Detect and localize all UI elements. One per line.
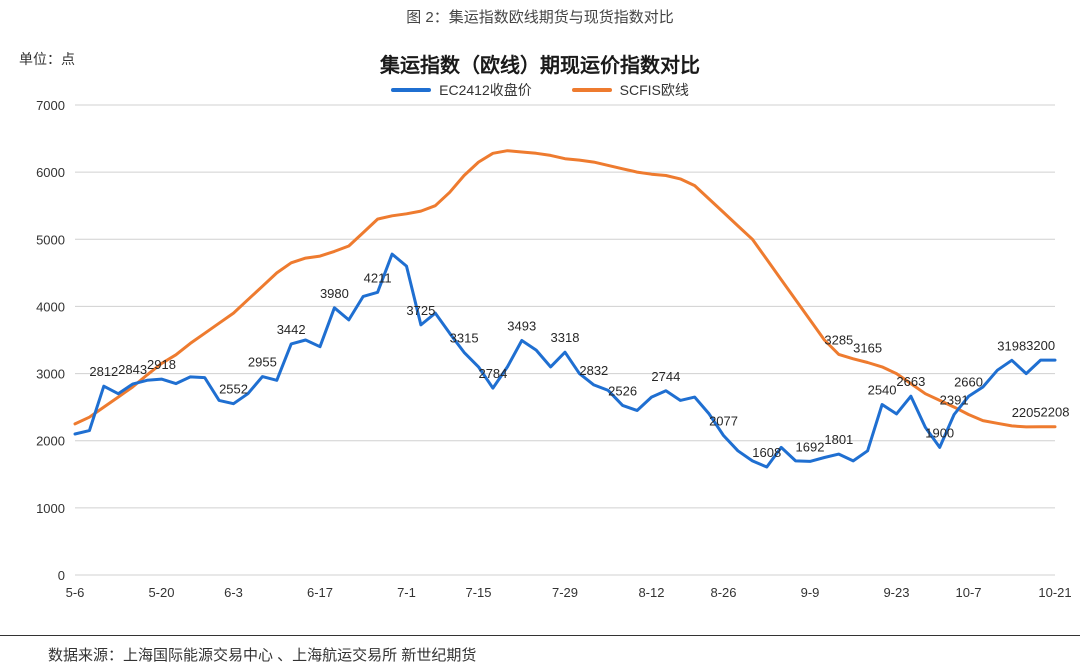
svg-text:7-1: 7-1 [397, 585, 416, 600]
svg-text:2660: 2660 [954, 374, 983, 389]
svg-text:7-29: 7-29 [552, 585, 578, 600]
svg-text:2955: 2955 [248, 355, 277, 370]
svg-text:9-9: 9-9 [801, 585, 820, 600]
svg-text:2832: 2832 [579, 363, 608, 378]
svg-text:4000: 4000 [36, 299, 65, 314]
svg-text:0: 0 [58, 568, 65, 583]
svg-text:7-15: 7-15 [466, 585, 492, 600]
svg-text:3285: 3285 [824, 332, 853, 347]
svg-text:1692: 1692 [796, 439, 825, 454]
svg-text:2077: 2077 [709, 414, 738, 429]
svg-text:2391: 2391 [940, 392, 969, 407]
svg-text:3493: 3493 [507, 318, 536, 333]
chart-container: 单位：点 集运指数（欧线）期现运价指数对比 EC2412收盘价 SCFIS欧线 … [5, 35, 1075, 625]
svg-text:2552: 2552 [219, 382, 248, 397]
svg-text:2744: 2744 [651, 369, 680, 384]
svg-text:5000: 5000 [36, 232, 65, 247]
svg-text:2000: 2000 [36, 434, 65, 449]
svg-text:2784: 2784 [478, 366, 507, 381]
svg-text:6-3: 6-3 [224, 585, 243, 600]
svg-text:2843: 2843 [118, 362, 147, 377]
svg-text:9-23: 9-23 [883, 585, 909, 600]
svg-text:1900: 1900 [925, 425, 954, 440]
svg-text:1801: 1801 [824, 432, 853, 447]
svg-text:3198: 3198 [997, 338, 1026, 353]
svg-text:1000: 1000 [36, 501, 65, 516]
svg-text:10-7: 10-7 [956, 585, 982, 600]
svg-text:2663: 2663 [896, 374, 925, 389]
source-label: 数据来源：上海国际能源交易中心 、上海航运交易所 新世纪期货 [0, 635, 1080, 665]
svg-text:3725: 3725 [406, 303, 435, 318]
svg-text:5-6: 5-6 [66, 585, 85, 600]
svg-text:2540: 2540 [868, 382, 897, 397]
svg-text:7000: 7000 [36, 98, 65, 113]
svg-text:10-21: 10-21 [1038, 585, 1071, 600]
svg-text:3318: 3318 [551, 330, 580, 345]
svg-text:8-26: 8-26 [711, 585, 737, 600]
svg-text:3200: 3200 [1026, 338, 1055, 353]
svg-text:3165: 3165 [853, 340, 882, 355]
svg-text:6-17: 6-17 [307, 585, 333, 600]
svg-text:3315: 3315 [450, 330, 479, 345]
chart-svg: 0 1000 2000 3000 4000 5000 6000 7000 5-6 5-20 6-3 6… [5, 35, 1075, 625]
svg-text:1608: 1608 [752, 445, 781, 460]
svg-text:8-12: 8-12 [638, 585, 664, 600]
svg-text:3980: 3980 [320, 286, 349, 301]
svg-text:2526: 2526 [608, 383, 637, 398]
svg-text:2812: 2812 [89, 364, 118, 379]
figure-caption: 图 2：集运指数欧线期货与现货指数对比 [0, 0, 1080, 27]
svg-text:2918: 2918 [147, 357, 176, 372]
svg-text:2205: 2205 [1012, 405, 1041, 420]
line-ec2412 [75, 254, 1055, 467]
svg-text:4211: 4211 [364, 270, 392, 285]
svg-text:5-20: 5-20 [148, 585, 174, 600]
svg-text:6000: 6000 [36, 165, 65, 180]
svg-text:3442: 3442 [277, 322, 306, 337]
svg-text:2208: 2208 [1041, 405, 1070, 420]
svg-text:3000: 3000 [36, 367, 65, 382]
